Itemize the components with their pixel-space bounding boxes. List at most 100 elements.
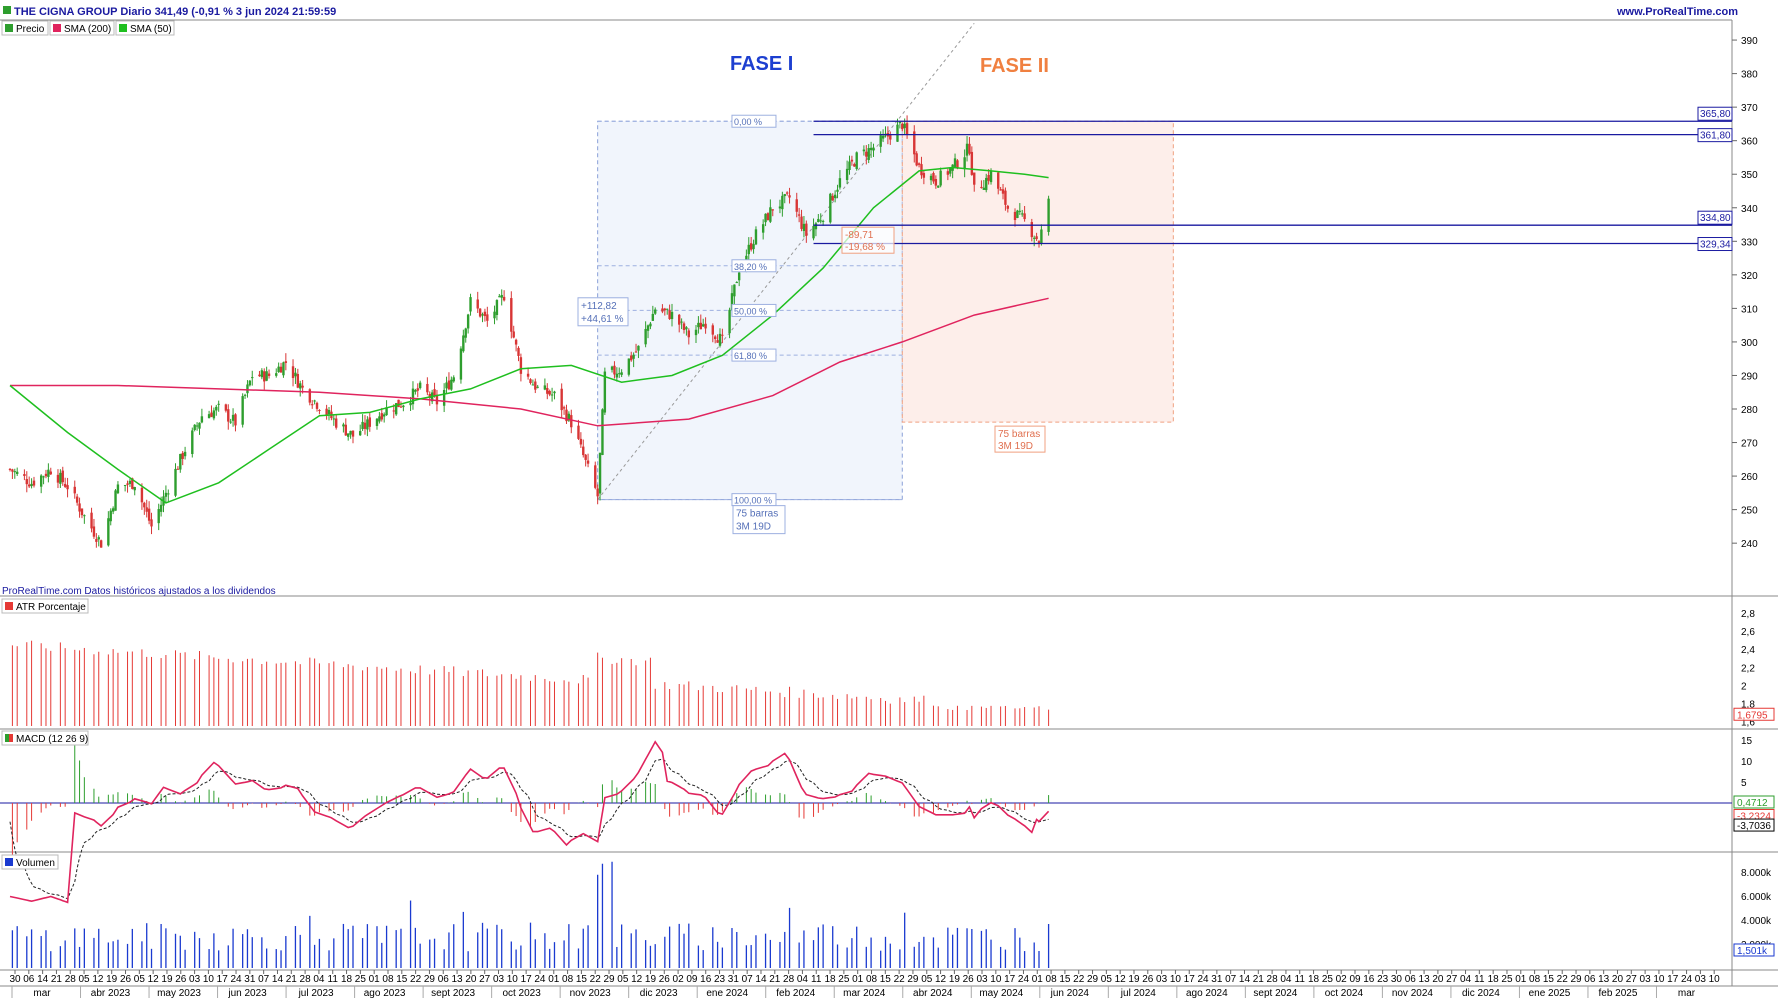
day-tick-label: 10	[990, 974, 1002, 985]
candle-body	[896, 124, 899, 142]
candle-body	[140, 487, 144, 503]
candle-body	[483, 311, 487, 317]
month-label: ene 2025	[1529, 988, 1571, 999]
candle-body	[447, 380, 451, 390]
month-label: ago 2024	[1186, 988, 1228, 999]
legend-sma200: SMA (200)	[64, 24, 111, 35]
candle-body	[838, 178, 842, 188]
fase2-drop-box	[841, 226, 895, 254]
candle-body	[728, 309, 731, 334]
candle-body	[869, 147, 873, 151]
atr-tick-label: 2,8	[1741, 609, 1755, 620]
day-tick-label: 10	[1653, 974, 1665, 985]
candle-body	[15, 471, 19, 475]
candle-body	[615, 373, 619, 378]
candle-body	[311, 404, 314, 406]
site-link[interactable]: www.ProRealTime.com	[1616, 6, 1738, 18]
macd-tag: -3,7036	[1737, 821, 1771, 832]
candle-body	[342, 424, 345, 427]
price-tick-label: 320	[1741, 271, 1758, 282]
day-tick-label: 02	[1336, 974, 1348, 985]
candle-body	[332, 418, 336, 420]
candle-body	[176, 468, 180, 470]
candle-body	[399, 406, 403, 408]
candle-body	[716, 340, 719, 343]
candle-body	[263, 371, 266, 382]
candle-body	[80, 508, 84, 516]
candle-body	[229, 421, 232, 423]
candle-body	[418, 382, 422, 389]
day-tick-label: 15	[576, 974, 588, 985]
day-tick-label: 31	[244, 974, 256, 985]
day-tick-label: 11	[1295, 974, 1306, 985]
candle-body	[131, 478, 134, 489]
candle-body	[157, 509, 160, 524]
candle-body	[529, 379, 532, 384]
day-tick-label: 25	[355, 974, 367, 985]
day-tick-label: 22	[1557, 974, 1569, 985]
day-tick-label: 03	[189, 974, 201, 985]
candle-body	[195, 425, 199, 427]
candle-body	[241, 396, 244, 425]
candle-body	[699, 322, 702, 330]
candle-body	[361, 421, 364, 430]
day-tick-label: 17	[1667, 974, 1679, 985]
day-tick-label: 03	[1695, 974, 1707, 985]
day-tick-label: 24	[230, 974, 242, 985]
candle-body	[224, 404, 228, 411]
month-label: mar	[1678, 988, 1696, 999]
candle-body	[546, 388, 549, 394]
month-label: jun 2023	[227, 988, 267, 999]
candle-body	[433, 389, 436, 396]
month-label: nov 2023	[570, 988, 612, 999]
candle-body	[610, 366, 614, 370]
macd-signal-line	[9, 758, 1049, 900]
candle-body	[1035, 236, 1038, 240]
candle-body	[25, 479, 28, 485]
candle-body	[598, 452, 602, 494]
candle-body	[392, 410, 395, 412]
candle-body	[812, 225, 815, 239]
candle-body	[30, 483, 33, 487]
candle-body	[411, 388, 415, 405]
candle-body	[1047, 198, 1050, 232]
candle-body	[198, 422, 201, 429]
macd-tag-box	[1733, 818, 1775, 832]
volume-value-box	[1733, 943, 1775, 957]
fase2-bars: 75 barras	[998, 429, 1040, 440]
candle-body	[258, 374, 261, 377]
candle-body	[577, 425, 580, 439]
day-tick-label: 27	[1626, 974, 1638, 985]
candle-body	[368, 417, 371, 427]
candle-body	[327, 409, 331, 415]
day-tick-label: 01	[369, 974, 381, 985]
day-tick-label: 12	[92, 974, 104, 985]
day-tick-label: 01	[852, 974, 864, 985]
legend-swatch-price	[5, 24, 13, 32]
day-tick-label: 14	[37, 974, 49, 985]
candle-body	[299, 383, 302, 389]
day-tick-label: 23	[714, 974, 726, 985]
candle-body	[167, 493, 170, 495]
candle-body	[517, 347, 520, 356]
fase2-time: 3M 19D	[998, 441, 1033, 452]
candle-body	[215, 406, 218, 411]
fib-tag: 100,00 %	[734, 496, 772, 506]
candle-body	[637, 345, 640, 351]
day-tick-label: 06	[23, 974, 35, 985]
atr-label: ATR Porcentaje	[16, 602, 86, 613]
candle-body	[1023, 213, 1026, 220]
level-tag-box	[1697, 237, 1733, 252]
day-tick-label: 11	[1474, 974, 1485, 985]
day-tick-label: 15	[1543, 974, 1555, 985]
candle-body	[227, 409, 230, 422]
candle-body	[66, 485, 69, 490]
candle-body	[713, 336, 717, 340]
candle-body	[997, 172, 1000, 189]
header-icon	[3, 6, 11, 14]
candle-body	[126, 483, 129, 485]
candle-body	[668, 310, 671, 319]
candle-body	[284, 361, 288, 363]
candle-body	[694, 329, 698, 336]
candle-body	[850, 159, 854, 162]
